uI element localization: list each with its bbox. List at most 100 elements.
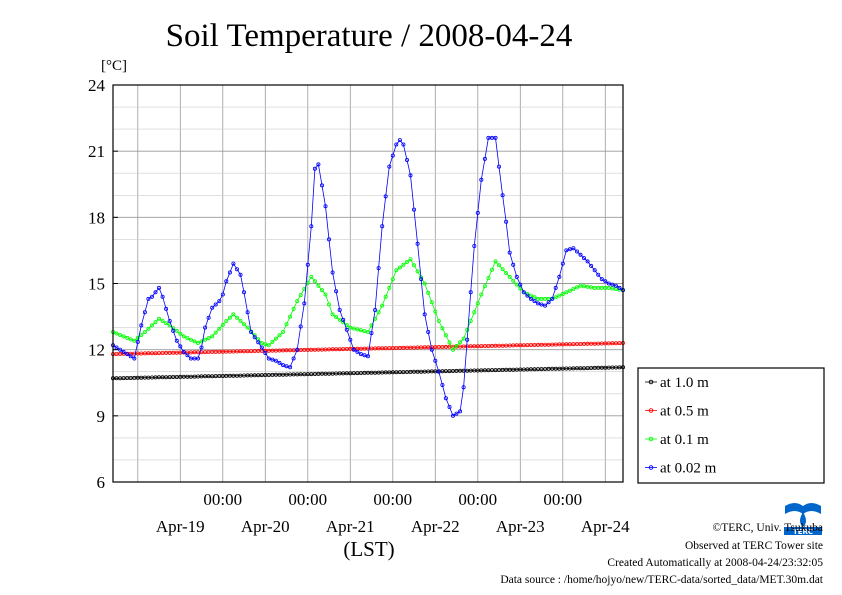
data-point [231,349,236,354]
data-point [146,375,151,380]
data-point [185,336,190,341]
data-point [447,404,452,409]
data-point [224,318,229,323]
data-point [227,270,232,275]
data-point [330,270,335,275]
data-point [397,265,402,270]
data-point [511,343,516,348]
data-point [567,247,572,252]
data-point [270,357,275,362]
series-line [112,137,624,417]
data-point [571,246,576,251]
data-point [263,342,268,347]
data-point [443,333,448,338]
data-point [118,332,123,337]
legend-box [637,367,825,484]
data-point [344,327,349,332]
data-point [312,166,317,171]
data-point [241,322,246,327]
data-point [231,261,236,266]
data-point [411,345,416,350]
data-point [532,299,537,304]
data-point [241,290,246,295]
data-point [465,327,470,332]
data-point [376,370,381,375]
data-point [461,385,466,390]
data-point [387,285,392,290]
data-point [188,350,193,355]
data-point [486,368,491,373]
grid [113,85,623,482]
data-point [284,372,289,377]
data-point [326,302,331,307]
data-point [575,285,580,290]
x-date-label: Apr-23 [496,517,545,536]
data-point [560,291,565,296]
data-point [213,349,218,354]
data-point [543,303,548,308]
series-line [112,258,624,351]
data-point [482,156,487,161]
data-point [496,263,501,268]
data-point [571,342,576,347]
data-point [263,350,268,355]
data-point [546,300,551,305]
data-point [114,331,119,336]
data-point [383,346,388,351]
data-point [199,345,204,350]
x-date-label: Apr-22 [411,517,460,536]
credit-source: Data source : /home/hojyo/new/TERC-data/… [500,574,823,586]
data-point [125,352,130,357]
series-layer [111,135,626,418]
data-point [217,326,222,331]
data-point [610,282,615,287]
data-point [203,325,208,330]
data-point [121,334,126,339]
data-point [479,368,484,373]
data-point [376,266,381,271]
data-point [472,310,477,315]
data-point [217,299,222,304]
data-point [521,290,526,295]
data-point [575,249,580,254]
x-axis-label: (LST) [343,537,394,561]
data-point [454,343,459,348]
data-point [461,344,466,349]
data-point [415,269,420,274]
data-point [493,135,498,140]
data-point [383,194,388,199]
data-point [408,173,413,178]
logo-bar [784,527,822,535]
data-point [114,351,119,356]
series-at-0-02-m [111,135,626,418]
data-point [461,336,466,341]
data-point [270,339,275,344]
data-point [606,285,611,290]
data-point [486,275,491,280]
data-point [156,316,161,321]
data-point [234,315,239,320]
data-point [139,351,144,356]
data-point [553,295,558,300]
data-point [458,409,463,414]
data-point [578,252,583,257]
data-point [564,342,569,347]
data-point [195,340,200,345]
data-point [206,349,211,354]
data-point [426,369,431,374]
data-point [496,367,501,372]
data-point [429,347,434,352]
data-point [546,342,551,347]
data-point [553,342,558,347]
data-point [511,278,516,283]
data-point [426,290,431,295]
data-point [259,345,264,350]
data-point [401,262,406,267]
data-point [305,262,310,267]
data-point [351,347,356,352]
credit-observed: Observed at TERC Tower site [685,540,823,552]
data-point [511,262,516,267]
data-point [316,283,321,288]
data-point [128,354,133,359]
data-point [419,369,424,374]
